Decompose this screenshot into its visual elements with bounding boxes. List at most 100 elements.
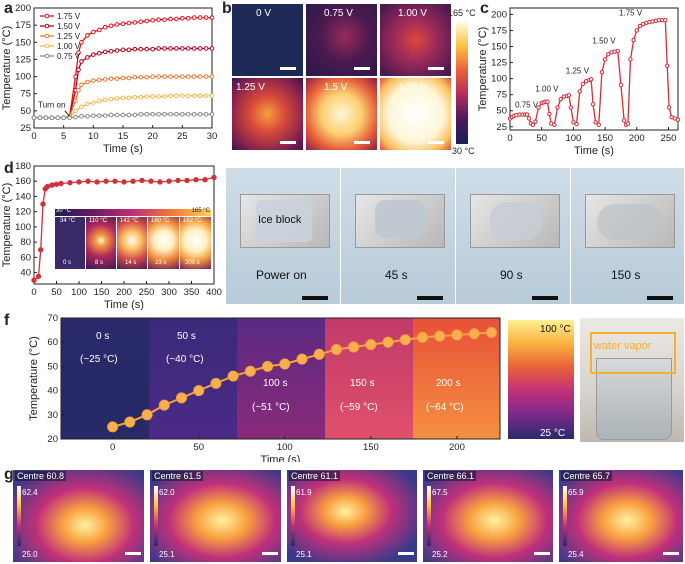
y-tick-label: 120 xyxy=(15,207,31,218)
voltage-label: 0 V xyxy=(256,8,272,19)
data-point xyxy=(174,16,179,22)
panel-label-b: b xyxy=(222,0,232,17)
data-point xyxy=(552,122,557,128)
legend-label: 1.00 V xyxy=(57,42,81,51)
plot-frame xyxy=(509,7,679,131)
g-scale-0 xyxy=(17,486,21,546)
g-scale-3 xyxy=(427,486,431,546)
x-axis-label: Time (s) xyxy=(103,143,143,155)
g-scale-1 xyxy=(154,486,158,546)
x-axis-label: Time (s) xyxy=(574,145,614,157)
data-point xyxy=(180,74,185,79)
voltage-label: 0.75 V xyxy=(324,8,353,19)
data-point xyxy=(108,96,114,102)
photo-frame-0: Ice block Power on xyxy=(226,168,341,304)
y-tick-label: 70 xyxy=(47,313,58,324)
inset-time-3: 23 s xyxy=(155,260,167,266)
g-frame-3: Centre 66.1 67.5 25.2 xyxy=(423,470,553,562)
thermal-image-075v: 0.75 V xyxy=(306,4,377,76)
data-point xyxy=(168,111,173,117)
x-tick-label: 30 xyxy=(207,131,218,142)
data-point xyxy=(94,179,100,185)
data-point xyxy=(37,115,43,121)
f-time-2: 100 s xyxy=(263,378,288,389)
series-line xyxy=(112,331,492,428)
data-point xyxy=(61,115,66,121)
data-point xyxy=(180,111,185,117)
data-point xyxy=(197,74,203,79)
y-tick-label: 175 xyxy=(15,20,31,31)
data-point xyxy=(191,93,197,99)
voltage-annotation: 1.75 V xyxy=(619,9,643,18)
y-tick-label: 125 xyxy=(15,54,31,65)
inset-frame-4 xyxy=(180,217,211,269)
data-point xyxy=(637,23,643,29)
data-point xyxy=(49,115,55,121)
g-max-0: 62.4 xyxy=(22,488,38,497)
data-point xyxy=(55,115,61,121)
data-point xyxy=(615,48,620,54)
y-tick-label: 150 xyxy=(491,42,507,53)
data-point xyxy=(132,94,138,100)
data-point xyxy=(533,119,538,124)
voltage-annotation: 1.50 V xyxy=(592,36,616,45)
data-point xyxy=(108,23,114,29)
data-point xyxy=(191,111,197,117)
ice-block xyxy=(375,200,425,238)
data-point xyxy=(596,122,601,128)
photo-frame-2: 90 s xyxy=(456,168,571,304)
data-point xyxy=(330,343,342,355)
data-point xyxy=(132,46,138,52)
data-point xyxy=(162,111,167,117)
data-point xyxy=(193,385,205,397)
data-point xyxy=(156,111,161,117)
data-point xyxy=(156,74,161,79)
f-time-0: 0 s xyxy=(96,331,110,342)
data-point xyxy=(174,46,179,51)
scale-bar xyxy=(354,141,370,144)
data-point xyxy=(168,93,173,99)
x-tick-label: 15 xyxy=(118,131,129,142)
x-tick-label: 0 xyxy=(507,133,512,144)
data-point xyxy=(126,20,132,26)
data-point xyxy=(211,174,217,181)
data-point xyxy=(35,273,42,280)
y-axis-label: Temperature (°C) xyxy=(1,26,13,110)
data-point xyxy=(96,27,102,33)
data-point xyxy=(85,101,90,107)
data-point xyxy=(176,392,188,404)
x-tick-label: 250 xyxy=(139,287,155,298)
data-point xyxy=(180,93,185,99)
data-point xyxy=(180,46,185,51)
scale-bar xyxy=(647,296,673,300)
data-point xyxy=(85,33,90,38)
data-point xyxy=(348,341,360,353)
x-tick-label: 20 xyxy=(147,131,158,142)
data-point xyxy=(102,77,108,82)
data-point xyxy=(126,75,132,81)
data-point xyxy=(130,178,136,184)
colorbar-f-bottom: 25 °C xyxy=(540,428,566,439)
voltage-label: 1.25 V xyxy=(236,82,265,93)
data-point xyxy=(197,46,203,51)
data-point xyxy=(76,67,81,73)
panel-f-thermal-strip xyxy=(61,318,500,439)
data-point xyxy=(76,50,81,55)
y-axis-label: Temperature (°C) xyxy=(478,27,489,111)
data-point xyxy=(150,74,155,79)
x-tick-label: 400 xyxy=(206,287,222,298)
data-point xyxy=(185,111,191,117)
voltage-annotation: 1.25 V xyxy=(566,66,590,75)
data-point xyxy=(180,15,185,21)
photo-frame-1: 45 s xyxy=(341,168,456,304)
f-temp-3: (~59 °C) xyxy=(340,402,378,413)
colorbar-f xyxy=(508,320,574,439)
colorbar-b xyxy=(456,22,468,144)
data-point xyxy=(138,74,144,80)
data-point xyxy=(150,46,155,52)
vapor-box xyxy=(590,332,676,374)
data-point xyxy=(96,113,102,118)
x-tick-label: 50 xyxy=(536,133,547,144)
data-point xyxy=(434,330,446,342)
data-point xyxy=(157,179,163,185)
